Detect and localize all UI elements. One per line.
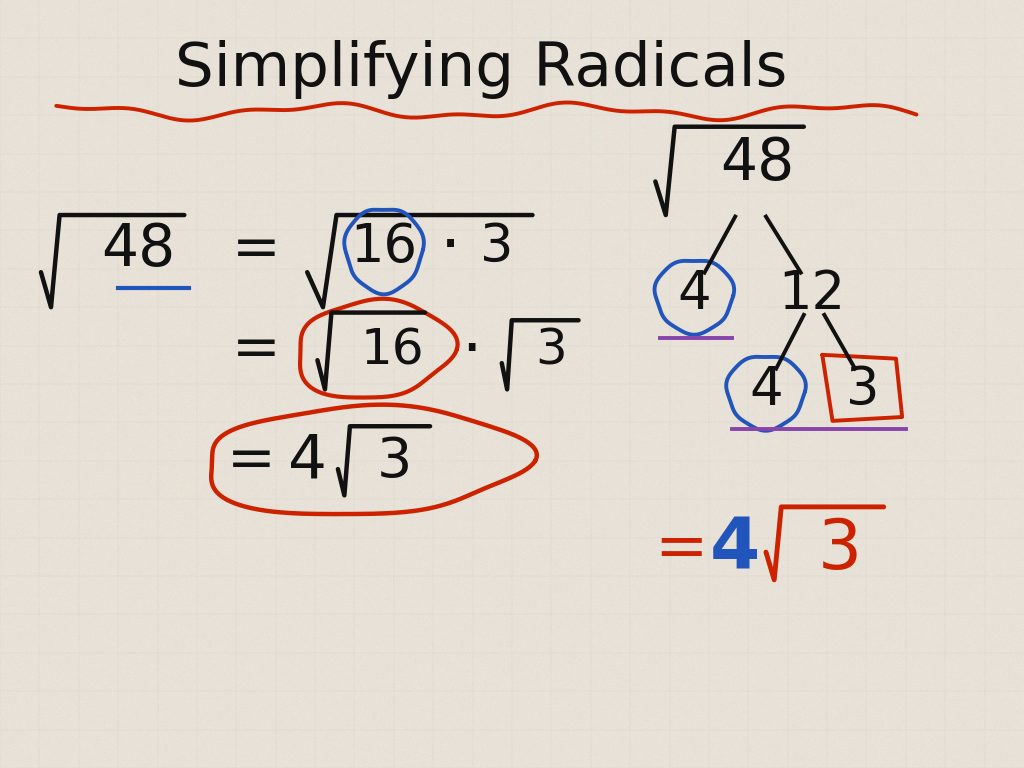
Text: 3: 3 [847,364,880,416]
Text: 16: 16 [350,221,418,273]
Text: 4: 4 [710,515,761,584]
Text: 3: 3 [480,221,513,273]
Text: 16: 16 [360,327,424,375]
Text: 48: 48 [101,221,175,278]
Text: =: = [226,432,275,489]
Text: ·: · [440,214,461,280]
Text: 3: 3 [535,327,567,375]
Text: 12: 12 [778,268,846,320]
Text: Simplifying Radicals: Simplifying Radicals [175,40,787,98]
Text: 4: 4 [750,364,782,416]
Text: 3: 3 [377,435,412,489]
Text: 48: 48 [721,135,795,192]
Text: 4: 4 [288,432,327,490]
Text: 4: 4 [678,268,711,320]
Text: ·: · [461,320,481,382]
Text: =: = [231,221,281,278]
Text: =: = [231,321,281,378]
Text: 3: 3 [817,515,862,583]
Text: =: = [654,518,708,580]
